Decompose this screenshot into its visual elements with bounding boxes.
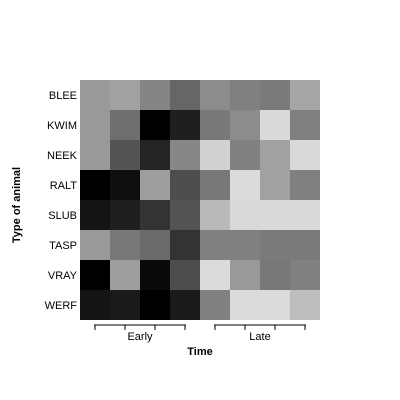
heatmap-cell — [110, 80, 140, 110]
y-axis-title: Type of animal — [11, 167, 23, 243]
row-label: WERF — [45, 300, 78, 312]
heatmap-cell — [260, 140, 290, 170]
heatmap-cell — [140, 290, 170, 320]
heatmap-cell — [200, 200, 230, 230]
heatmap-cell — [140, 140, 170, 170]
heatmap-cell — [260, 230, 290, 260]
heatmap-cell — [170, 110, 200, 140]
heatmap-cell — [230, 170, 260, 200]
column-group-labels: Early Late — [127, 331, 270, 343]
row-label: TASP — [49, 240, 77, 252]
heatmap-cell — [110, 230, 140, 260]
heatmap-cell — [230, 260, 260, 290]
heatmap-cell — [290, 230, 320, 260]
heatmap-cell — [110, 110, 140, 140]
heatmap-cell — [140, 80, 170, 110]
heatmap-cell — [290, 110, 320, 140]
column-group-label: Late — [249, 331, 270, 343]
heatmap-cell — [260, 80, 290, 110]
row-labels: BLEE KWIM NEEK RALT SLUB TASP VRAY WERF — [45, 90, 78, 312]
heatmap-cell — [140, 230, 170, 260]
heatmap-cell — [140, 260, 170, 290]
heatmap-cell — [110, 260, 140, 290]
heatmap-cell — [260, 170, 290, 200]
heatmap-cell — [140, 200, 170, 230]
heatmap-cell — [260, 110, 290, 140]
heatmap-cell — [260, 200, 290, 230]
column-group-brackets — [94, 324, 306, 330]
heatmap-cell — [110, 170, 140, 200]
heatmap-cell — [200, 170, 230, 200]
heatmap-cell — [80, 110, 110, 140]
heatmap-cell — [230, 80, 260, 110]
heatmap-cell — [110, 290, 140, 320]
heatmap-cell — [80, 200, 110, 230]
heatmap-cell — [290, 260, 320, 290]
heatmap-cell — [170, 200, 200, 230]
heatmap-cell — [200, 80, 230, 110]
heatmap-cells — [80, 80, 320, 320]
row-label: NEEK — [47, 150, 78, 162]
heatmap-cell — [290, 170, 320, 200]
heatmap-cell — [110, 140, 140, 170]
heatmap-cell — [170, 290, 200, 320]
heatmap-cell — [230, 110, 260, 140]
row-label: KWIM — [47, 120, 77, 132]
row-label: BLEE — [49, 90, 77, 102]
heatmap-cell — [290, 80, 320, 110]
row-label: RALT — [50, 180, 78, 192]
heatmap-cell — [110, 200, 140, 230]
heatmap-cell — [140, 110, 170, 140]
column-group-label: Early — [127, 331, 153, 343]
row-label: SLUB — [48, 210, 77, 222]
heatmap-cell — [200, 260, 230, 290]
heatmap-cell — [200, 230, 230, 260]
heatmap-cell — [230, 290, 260, 320]
heatmap-cell — [80, 170, 110, 200]
heatmap-cell — [80, 140, 110, 170]
heatmap-cell — [200, 110, 230, 140]
heatmap-cell — [80, 290, 110, 320]
heatmap-cell — [170, 260, 200, 290]
heatmap-cell — [290, 140, 320, 170]
heatmap-cell — [260, 290, 290, 320]
heatmap-cell — [80, 260, 110, 290]
heatmap-cell — [200, 290, 230, 320]
heatmap-cell — [290, 200, 320, 230]
heatmap-cell — [170, 170, 200, 200]
heatmap-cell — [170, 230, 200, 260]
x-axis-title: Time — [187, 346, 212, 358]
heatmap-cell — [290, 290, 320, 320]
row-label: VRAY — [48, 270, 78, 282]
heatmap-cell — [230, 230, 260, 260]
heatmap-cell — [170, 80, 200, 110]
heatmap-cell — [80, 80, 110, 110]
heatmap-cell — [230, 140, 260, 170]
heatmap-cell — [170, 140, 200, 170]
heatmap-cell — [140, 170, 170, 200]
heatmap-cell — [230, 200, 260, 230]
heatmap-cell — [80, 230, 110, 260]
heatmap-cell — [260, 260, 290, 290]
heatmap-cell — [200, 140, 230, 170]
